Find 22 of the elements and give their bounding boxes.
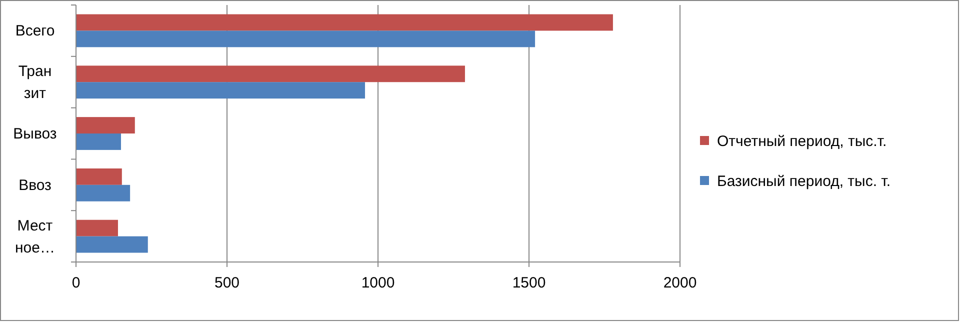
x-tick-label: 1500 bbox=[512, 274, 546, 292]
y-tick-label: Ввоз bbox=[18, 176, 52, 194]
bar bbox=[76, 184, 130, 202]
legend-label: Базисный период, тыс. т. bbox=[717, 173, 891, 190]
bar bbox=[76, 134, 121, 150]
x-tick-label: 1000 bbox=[361, 274, 395, 292]
y-tick-label: Местное… bbox=[15, 217, 55, 256]
bar bbox=[76, 236, 148, 253]
bar bbox=[76, 14, 613, 31]
y-tick-label: Вывоз bbox=[13, 126, 57, 142]
y-tick-label: Транзит bbox=[18, 63, 52, 102]
x-tick-label: 500 bbox=[214, 274, 240, 292]
bar bbox=[76, 30, 536, 48]
bar bbox=[76, 220, 118, 236]
y-tick-label: Всего bbox=[15, 22, 55, 40]
x-tick-label: 0 bbox=[72, 274, 80, 292]
legend-label: Отчетный период, тыс.т. bbox=[717, 133, 887, 150]
bar bbox=[76, 66, 465, 82]
bar bbox=[76, 82, 366, 99]
bar bbox=[76, 168, 122, 185]
bar bbox=[76, 117, 135, 134]
x-tick-label: 2000 bbox=[663, 274, 697, 292]
